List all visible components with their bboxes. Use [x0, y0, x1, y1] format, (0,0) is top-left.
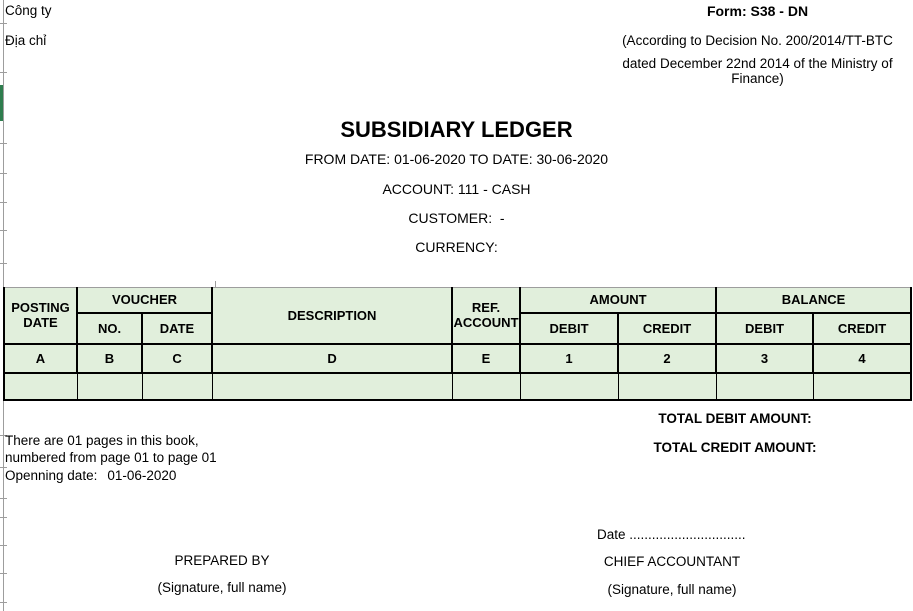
col-balance-group: BALANCE	[715, 287, 913, 314]
report-account: ACCOUNT: 111 - CASH	[382, 181, 531, 197]
col-amount-debit: DEBIT	[519, 311, 620, 345]
signature-date-line: Date ...............................	[597, 527, 746, 542]
index-cell-d: D	[211, 342, 454, 374]
data-cell	[141, 372, 213, 401]
data-cell	[3, 372, 78, 401]
col-voucher-no: NO.	[76, 311, 143, 345]
index-cell-c: C	[140, 342, 214, 374]
report-date-range: FROM DATE: 01-06-2020 TO DATE: 30-06-202…	[304, 151, 609, 167]
report-currency: CURRENCY:	[415, 239, 498, 255]
gridline-tick	[0, 602, 7, 603]
gridline-tick	[0, 517, 7, 518]
ledger-table: POSTING DATE VOUCHER DESCRIPTION REF. AC…	[3, 287, 913, 401]
col-ref-account: REF. ACCOUNT	[451, 287, 522, 345]
opening-date-label: Openning date:	[5, 468, 98, 483]
left-accent-bar	[0, 85, 3, 121]
prepared-by-label: PREPARED BY	[174, 553, 270, 568]
opening-date-value: 01-06-2020	[107, 468, 177, 483]
data-cell	[519, 372, 619, 401]
report-title: SUBSIDIARY LEDGER	[340, 117, 573, 142]
chief-accountant-label: CHIEF ACCOUNTANT	[603, 554, 741, 569]
index-cell-3: 3	[715, 342, 815, 374]
gridline-tick	[0, 545, 7, 546]
gridline-tick	[0, 467, 7, 468]
col-amount-group: AMOUNT	[519, 287, 718, 314]
signature-note-right: (Signature, full name)	[607, 582, 737, 597]
pages-info-line1: There are 01 pages in this book,	[5, 433, 199, 448]
index-cell-4: 4	[812, 342, 913, 374]
col-amount-credit: CREDIT	[617, 311, 718, 345]
col-balance-debit: DEBIT	[715, 311, 815, 345]
table-row	[3, 372, 913, 401]
col-balance-credit: CREDIT	[812, 311, 913, 345]
decision-line-1: (According to Decision No. 200/2014/TT-B…	[622, 33, 893, 48]
col-voucher-group: VOUCHER	[75, 287, 214, 314]
index-cell-1: 1	[519, 342, 620, 374]
gridline-tick	[0, 72, 7, 73]
pages-info-line2: numbered from page 01 to page 01	[5, 450, 217, 465]
gridline-tick	[0, 173, 7, 174]
decision-line-2: dated December 22nd 2014 of the Ministry…	[622, 56, 893, 71]
decision-line-3: Finance)	[731, 71, 784, 86]
report-customer: CUSTOMER: -	[408, 210, 505, 226]
total-credit-label: TOTAL CREDIT AMOUNT:	[653, 440, 817, 455]
index-cell-a: A	[3, 342, 78, 374]
total-debit-label: TOTAL DEBIT AMOUNT:	[658, 411, 812, 426]
column-gridline-stub	[215, 281, 216, 288]
col-voucher-date: DATE	[140, 311, 214, 345]
gridline-tick	[0, 435, 7, 436]
gridline-tick	[0, 263, 7, 264]
index-cell-e: E	[451, 342, 522, 374]
data-cell	[617, 372, 717, 401]
gridline-tick	[0, 498, 7, 499]
col-posting-date: POSTING DATE	[3, 287, 78, 345]
gridline-tick	[0, 573, 7, 574]
company-label: Công ty	[5, 3, 52, 18]
index-cell-b: B	[76, 342, 143, 374]
data-cell	[211, 372, 453, 401]
gridline-tick	[0, 143, 7, 144]
data-cell	[812, 372, 913, 401]
signature-note-left: (Signature, full name)	[157, 580, 287, 595]
address-label: Địa chỉ	[5, 33, 47, 48]
data-cell	[715, 372, 814, 401]
opening-date: Openning date: 01-06-2020	[5, 468, 176, 483]
data-cell	[451, 372, 521, 401]
col-description: DESCRIPTION	[211, 287, 454, 345]
gridline-tick	[0, 23, 7, 24]
gridline-tick	[0, 230, 7, 231]
gridline-tick	[0, 202, 7, 203]
form-code: Form: S38 - DN	[706, 3, 809, 19]
index-cell-2: 2	[617, 342, 718, 374]
data-cell	[76, 372, 143, 401]
